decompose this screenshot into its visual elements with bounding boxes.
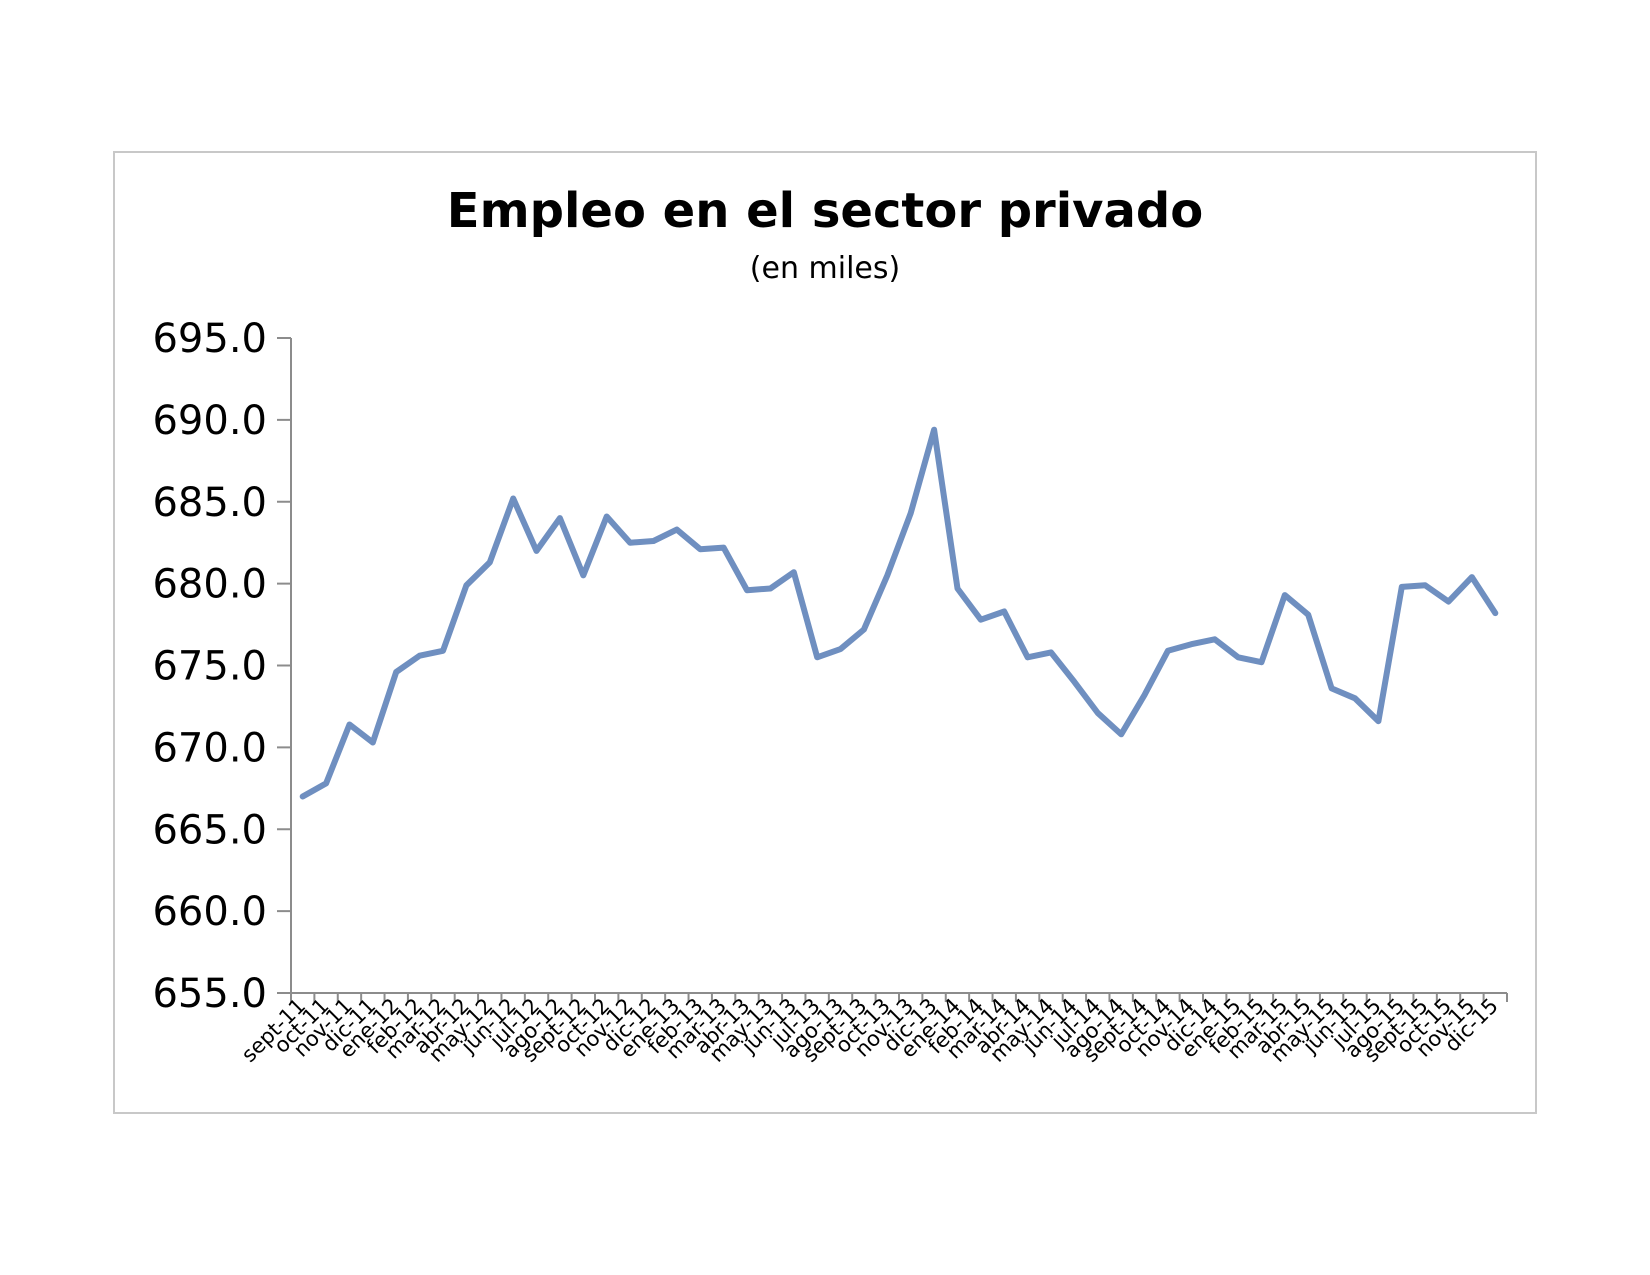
data-point bbox=[1448, 601, 1450, 603]
data-point bbox=[372, 741, 374, 743]
data-point bbox=[1214, 638, 1216, 640]
data-point bbox=[1073, 681, 1075, 683]
data-point bbox=[980, 619, 982, 621]
plot-area: 655.0 660.0 665.0 670.0 675.0 680.0 685.0 690.0… bbox=[152, 316, 1508, 1067]
data-point bbox=[1401, 586, 1403, 588]
data-point bbox=[956, 588, 958, 590]
data-point bbox=[652, 540, 654, 542]
y-tick-label: 660.0 bbox=[152, 889, 267, 935]
y-tick-label: 655.0 bbox=[152, 971, 267, 1017]
chart-title: Empleo en el sector privado bbox=[446, 183, 1204, 239]
y-tick-label: 675.0 bbox=[152, 644, 267, 690]
data-point bbox=[840, 648, 842, 650]
data-point bbox=[676, 529, 678, 531]
data-point bbox=[1260, 661, 1262, 663]
data-point bbox=[1167, 650, 1169, 652]
data-point bbox=[606, 515, 608, 517]
data-point bbox=[1003, 610, 1005, 612]
data-point bbox=[325, 782, 327, 784]
data-point bbox=[1284, 594, 1286, 596]
y-tick-label: 680.0 bbox=[152, 562, 267, 608]
data-point bbox=[910, 512, 912, 514]
y-tick-label: 695.0 bbox=[152, 316, 267, 362]
data-point bbox=[793, 571, 795, 573]
data-point bbox=[465, 584, 467, 586]
data-point bbox=[1190, 643, 1192, 645]
data-point bbox=[1237, 656, 1239, 658]
data-point bbox=[1120, 733, 1122, 735]
data-point bbox=[419, 655, 421, 657]
chart-frame: Empleo en el sector privado (en miles) 6… bbox=[113, 151, 1537, 1114]
data-point bbox=[395, 671, 397, 673]
data-point bbox=[348, 723, 350, 725]
data-point bbox=[746, 589, 748, 591]
data-point bbox=[816, 656, 818, 658]
data-point bbox=[1331, 687, 1333, 689]
data-point bbox=[699, 548, 701, 550]
data-point bbox=[863, 628, 865, 630]
data-point bbox=[1424, 584, 1426, 586]
data-point bbox=[1471, 576, 1473, 578]
data-point bbox=[559, 517, 561, 519]
data-point bbox=[1307, 614, 1309, 616]
y-axis: 655.0 660.0 665.0 670.0 675.0 680.0 685.0 690.0… bbox=[152, 316, 292, 1017]
data-point bbox=[582, 574, 584, 576]
x-axis: sept-11oct-11nov-11dic-11ene-12feb-12mar… bbox=[237, 992, 1508, 1067]
data-point bbox=[512, 497, 514, 499]
data-point bbox=[769, 588, 771, 590]
data-point bbox=[629, 542, 631, 544]
data-point bbox=[1050, 651, 1052, 653]
data-point bbox=[442, 650, 444, 652]
data-point bbox=[933, 429, 935, 431]
data-point bbox=[536, 550, 538, 552]
data-point bbox=[1377, 720, 1379, 722]
y-tick-label: 690.0 bbox=[152, 398, 267, 444]
data-point bbox=[302, 796, 304, 797]
data-point bbox=[489, 561, 491, 563]
data-point bbox=[1144, 694, 1146, 696]
data-point bbox=[1494, 612, 1496, 614]
y-tick-label: 685.0 bbox=[152, 480, 267, 526]
data-point bbox=[1354, 697, 1356, 699]
data-point bbox=[1027, 656, 1029, 658]
chart-subtitle: (en miles) bbox=[749, 251, 901, 286]
data-point bbox=[886, 574, 888, 576]
series-layer bbox=[299, 426, 1499, 800]
data-point bbox=[1097, 712, 1099, 714]
y-tick-label: 670.0 bbox=[152, 725, 267, 771]
data-point bbox=[723, 547, 725, 549]
series-line bbox=[299, 426, 1499, 800]
y-tick-label: 665.0 bbox=[152, 807, 267, 853]
